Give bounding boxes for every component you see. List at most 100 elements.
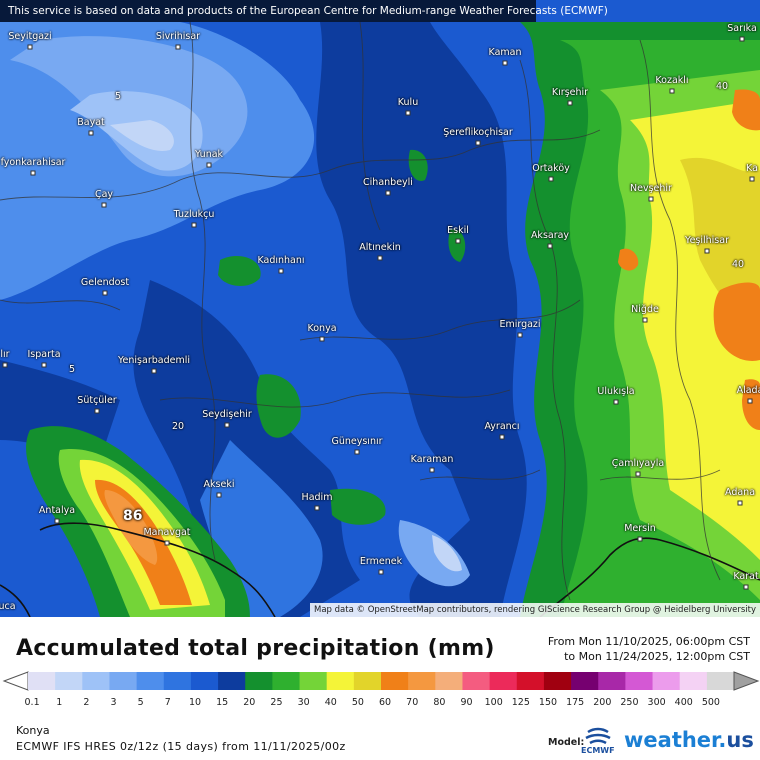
city-label: Isparta <box>27 349 61 360</box>
city-marker <box>642 317 648 323</box>
scale-swatch <box>136 672 165 690</box>
city-marker <box>2 362 8 368</box>
contour-label: 5 <box>68 364 76 375</box>
city-marker <box>151 368 157 374</box>
city-marker <box>102 290 108 296</box>
period-to: to Mon 11/24/2025, 12:00pm CST <box>564 650 750 663</box>
city-marker <box>405 110 411 116</box>
contour-label: 40 <box>715 81 729 92</box>
city-label: Ayrancı <box>484 421 520 432</box>
precipitation-map[interactable]: This service is based on data and produc… <box>0 0 760 617</box>
contour-label: 20 <box>171 421 185 432</box>
brand-main: weather. <box>624 728 727 752</box>
scale-tick-label: 50 <box>351 697 364 708</box>
scale-tick-label: 5 <box>137 697 144 708</box>
scale-swatch <box>245 672 273 690</box>
city-label: Şereflikoçhisar <box>443 127 513 138</box>
scale-tick-label: 2 <box>83 697 90 708</box>
city-marker <box>749 176 755 182</box>
city-label: Ermenek <box>359 556 403 567</box>
forecast-period: From Mon 11/10/2025, 06:00pm CST to Mon … <box>548 634 750 664</box>
city-label: Yunak <box>194 149 224 160</box>
city-label: Cihanbeyli <box>363 177 413 188</box>
scale-swatch <box>163 672 192 690</box>
city-marker <box>704 248 710 254</box>
scale-tick-label: 90 <box>460 697 473 708</box>
city-marker <box>377 255 383 261</box>
city-label: Konya <box>307 323 337 334</box>
scale-swatch <box>109 672 138 690</box>
scale-swatch <box>706 672 735 690</box>
city-marker <box>669 88 675 94</box>
scale-swatch <box>55 672 83 690</box>
contour-label: 5 <box>114 91 122 102</box>
city-label: Kulu <box>397 97 419 108</box>
city-label: Niğde <box>631 304 659 315</box>
city-marker <box>637 536 643 542</box>
scale-tick-label: 3 <box>110 697 117 708</box>
precipitation-field <box>0 21 760 617</box>
city-label: Kadınhanı <box>257 255 305 266</box>
weather-us-logo[interactable]: weather.us <box>624 728 754 752</box>
city-label: Sivrihisar <box>155 31 201 42</box>
scale-swatch <box>679 672 708 690</box>
scale-swatch <box>489 672 518 690</box>
city-label: Alada <box>736 385 760 396</box>
city-marker <box>378 569 384 575</box>
city-marker <box>635 471 641 477</box>
scale-tick-label: 175 <box>566 697 585 708</box>
city-marker <box>224 422 230 428</box>
city-label: Karaman <box>410 454 454 465</box>
city-label: Kaman <box>488 47 522 58</box>
scale-swatch <box>652 672 681 690</box>
city-marker <box>88 130 94 136</box>
ecmwf-logo-icon <box>585 727 611 745</box>
city-label: Ka <box>746 163 758 174</box>
city-marker <box>455 238 461 244</box>
brand-tail: us <box>726 728 754 752</box>
city-label: Seyitgazi <box>8 31 52 42</box>
scale-tick-label: 200 <box>593 697 612 708</box>
city-marker <box>499 434 505 440</box>
city-label: Ortaköy <box>532 163 570 174</box>
city-label: Eskil <box>447 225 469 236</box>
scale-swatch <box>381 672 409 690</box>
scale-swatch <box>190 672 219 690</box>
city-marker <box>94 408 100 414</box>
city-marker <box>475 140 481 146</box>
scale-swatch <box>272 672 301 690</box>
city-label: Yeşilhisar <box>685 235 729 246</box>
city-marker <box>101 202 107 208</box>
city-marker <box>517 332 523 338</box>
scale-tick-label: 100 <box>484 697 503 708</box>
scale-swatch <box>625 672 654 690</box>
period-from: From Mon 11/10/2025, 06:00pm CST <box>547 635 750 648</box>
city-marker <box>567 100 573 106</box>
scale-tick-label: 0.1 <box>24 697 40 708</box>
city-label: Çamlıyayla <box>611 458 665 469</box>
scale-tick-label: 15 <box>216 697 229 708</box>
city-marker <box>354 449 360 455</box>
city-label: Sarıka <box>727 23 757 34</box>
city-marker <box>30 170 36 176</box>
city-label: fyonkarahisar <box>0 157 66 168</box>
scale-swatch <box>408 672 436 690</box>
color-scale <box>2 671 760 691</box>
city-label: Manavgat <box>143 527 191 538</box>
scale-swatch <box>299 672 328 690</box>
scale-tick-label: 30 <box>297 697 310 708</box>
city-label: Sütçüler <box>77 395 117 406</box>
city-marker <box>648 196 654 202</box>
map-attribution[interactable]: Map data © OpenStreetMap contributors, r… <box>310 603 760 617</box>
city-marker <box>175 44 181 50</box>
scale-swatch <box>353 672 382 690</box>
city-label: Antalya <box>38 505 76 516</box>
city-label: Seydişehir <box>202 409 252 420</box>
city-label: Kırşehir <box>551 87 589 98</box>
city-label: Karat <box>733 571 759 582</box>
city-label: Yenişarbademli <box>118 355 190 366</box>
scale-swatch <box>435 672 463 690</box>
city-label: Bayat <box>77 117 105 128</box>
city-marker <box>743 584 749 590</box>
city-label: Mersin <box>624 523 656 534</box>
